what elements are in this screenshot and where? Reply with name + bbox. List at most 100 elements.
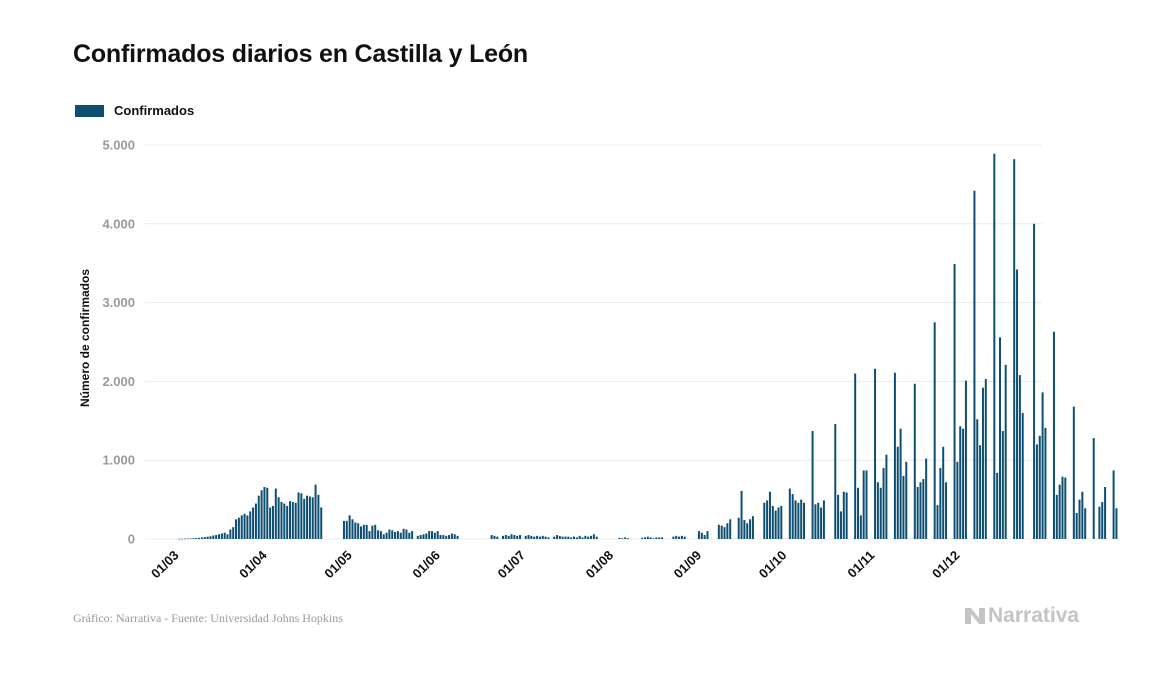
bar bbox=[1041, 392, 1044, 539]
bar bbox=[592, 534, 595, 539]
bar bbox=[345, 520, 348, 539]
bar bbox=[649, 537, 652, 539]
bar bbox=[573, 536, 575, 539]
narrativa-logo-icon bbox=[965, 608, 985, 624]
bar bbox=[263, 486, 266, 539]
bar bbox=[885, 454, 888, 539]
bar bbox=[1055, 494, 1058, 539]
bar bbox=[280, 501, 283, 539]
bar bbox=[837, 494, 840, 539]
bar bbox=[215, 535, 218, 539]
bar bbox=[428, 531, 431, 539]
bar bbox=[1075, 513, 1078, 539]
bar bbox=[431, 531, 433, 539]
bar bbox=[303, 498, 306, 539]
bar bbox=[859, 515, 862, 539]
x-tick-label: 01/12 bbox=[929, 548, 963, 582]
bar bbox=[590, 535, 593, 539]
bar bbox=[377, 530, 380, 539]
bar bbox=[993, 153, 996, 540]
bar bbox=[203, 537, 206, 539]
bar bbox=[570, 537, 573, 539]
source-credit: Gráfico: Narrativa - Fuente: Universidad… bbox=[73, 611, 343, 625]
bar bbox=[226, 534, 229, 539]
bar bbox=[644, 537, 646, 539]
bar bbox=[896, 446, 899, 539]
bar bbox=[1081, 491, 1084, 539]
bar bbox=[371, 525, 374, 539]
bar bbox=[425, 533, 428, 539]
bar bbox=[223, 532, 226, 539]
bar bbox=[945, 482, 948, 539]
bar bbox=[186, 538, 189, 540]
bar bbox=[433, 532, 436, 539]
bar bbox=[394, 531, 397, 539]
bar bbox=[720, 525, 723, 539]
bar bbox=[533, 536, 536, 539]
bar bbox=[768, 491, 771, 539]
bar bbox=[595, 536, 598, 539]
bar bbox=[578, 535, 581, 539]
y-tick-label: 0 bbox=[128, 532, 135, 547]
bar bbox=[502, 535, 504, 539]
bar bbox=[308, 496, 311, 539]
bar bbox=[448, 535, 451, 539]
bar bbox=[1072, 406, 1075, 539]
bar bbox=[680, 535, 683, 539]
bar bbox=[246, 515, 249, 539]
bar bbox=[800, 499, 803, 539]
bar bbox=[749, 519, 752, 539]
bar bbox=[320, 507, 323, 539]
x-tick-label: 01/06 bbox=[409, 548, 443, 582]
bar bbox=[1101, 501, 1104, 539]
bar bbox=[306, 495, 309, 539]
bar bbox=[925, 458, 928, 539]
bar bbox=[507, 535, 510, 539]
bar bbox=[797, 502, 800, 539]
y-tick-label: 5.000 bbox=[102, 138, 135, 153]
bar bbox=[817, 502, 820, 539]
bar bbox=[672, 536, 675, 539]
bar bbox=[1061, 476, 1064, 539]
bar bbox=[706, 531, 709, 539]
x-tick-label: 01/09 bbox=[671, 548, 705, 582]
bar bbox=[405, 529, 408, 539]
bar bbox=[300, 493, 303, 539]
bar bbox=[964, 380, 967, 539]
bar bbox=[857, 487, 859, 539]
bar bbox=[922, 479, 925, 539]
bar bbox=[780, 505, 783, 539]
bar bbox=[1052, 331, 1055, 539]
bar bbox=[661, 537, 664, 539]
bar bbox=[553, 536, 556, 539]
bar bbox=[981, 387, 984, 539]
bar bbox=[655, 537, 658, 539]
bar bbox=[646, 536, 649, 539]
bar bbox=[933, 322, 936, 539]
bar bbox=[379, 531, 382, 539]
bar bbox=[229, 529, 232, 539]
bar bbox=[678, 536, 681, 539]
bar bbox=[218, 534, 220, 539]
bar bbox=[641, 537, 644, 539]
bar bbox=[959, 426, 962, 539]
bar bbox=[351, 519, 354, 539]
bar bbox=[450, 533, 453, 539]
bar bbox=[536, 535, 539, 539]
bar bbox=[436, 531, 439, 539]
bar bbox=[544, 536, 547, 539]
bar bbox=[729, 519, 732, 539]
bar bbox=[1001, 431, 1004, 539]
bar bbox=[235, 519, 238, 539]
bar bbox=[862, 470, 865, 539]
bar bbox=[266, 487, 269, 539]
bar bbox=[286, 505, 289, 539]
bar bbox=[541, 535, 544, 539]
bar bbox=[291, 501, 294, 539]
bar bbox=[811, 431, 814, 539]
bar bbox=[1016, 269, 1019, 539]
bar bbox=[999, 337, 1001, 539]
bar bbox=[820, 507, 823, 539]
bar bbox=[212, 535, 215, 539]
bar bbox=[1035, 444, 1038, 539]
